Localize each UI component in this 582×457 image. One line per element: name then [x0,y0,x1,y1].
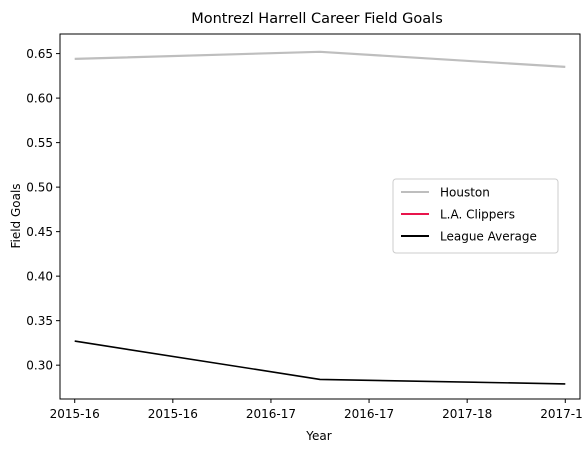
series-line-houston [74,50,566,68]
x-tick-label: 2015-16 [50,407,100,421]
legend-box [392,178,559,254]
legend-label: League Average [440,230,537,244]
legend: Houston L.A. Clippers League Average [392,178,559,254]
ticks-layer: 0.30 0.35 0.40 0.45 0.50 0.55 0.60 0.65 2015-16 2… [26,47,582,421]
y-tick-label: 0.40 [26,270,53,284]
x-tick-label: 2016-17 [344,407,394,421]
y-tick-label: 0.35 [26,314,53,328]
y-tick-label: 0.30 [26,359,53,373]
y-tick-label: 0.50 [26,181,53,195]
y-tick-label: 0.45 [26,225,53,239]
y-axis-label: Field Goals [9,183,23,248]
series-line-league-average [74,340,566,385]
y-tick-label: 0.60 [26,92,53,106]
legend-label: L.A. Clippers [440,208,515,222]
y-tick-label: 0.65 [26,47,53,61]
y-tick-label: 0.55 [26,136,53,150]
x-tick-label: 2017-18 [442,407,492,421]
plot-frame [59,33,581,400]
legend-label: Houston [440,186,490,200]
x-tick-label: 2015-16 [148,407,198,421]
chart-title: Montrezl Harrell Career Field Goals [191,11,443,27]
x-axis-label: Year [305,429,331,443]
x-tick-label: 2016-17 [246,407,296,421]
x-tick-label: 2017-18 [540,407,582,421]
series-layer [74,50,566,385]
